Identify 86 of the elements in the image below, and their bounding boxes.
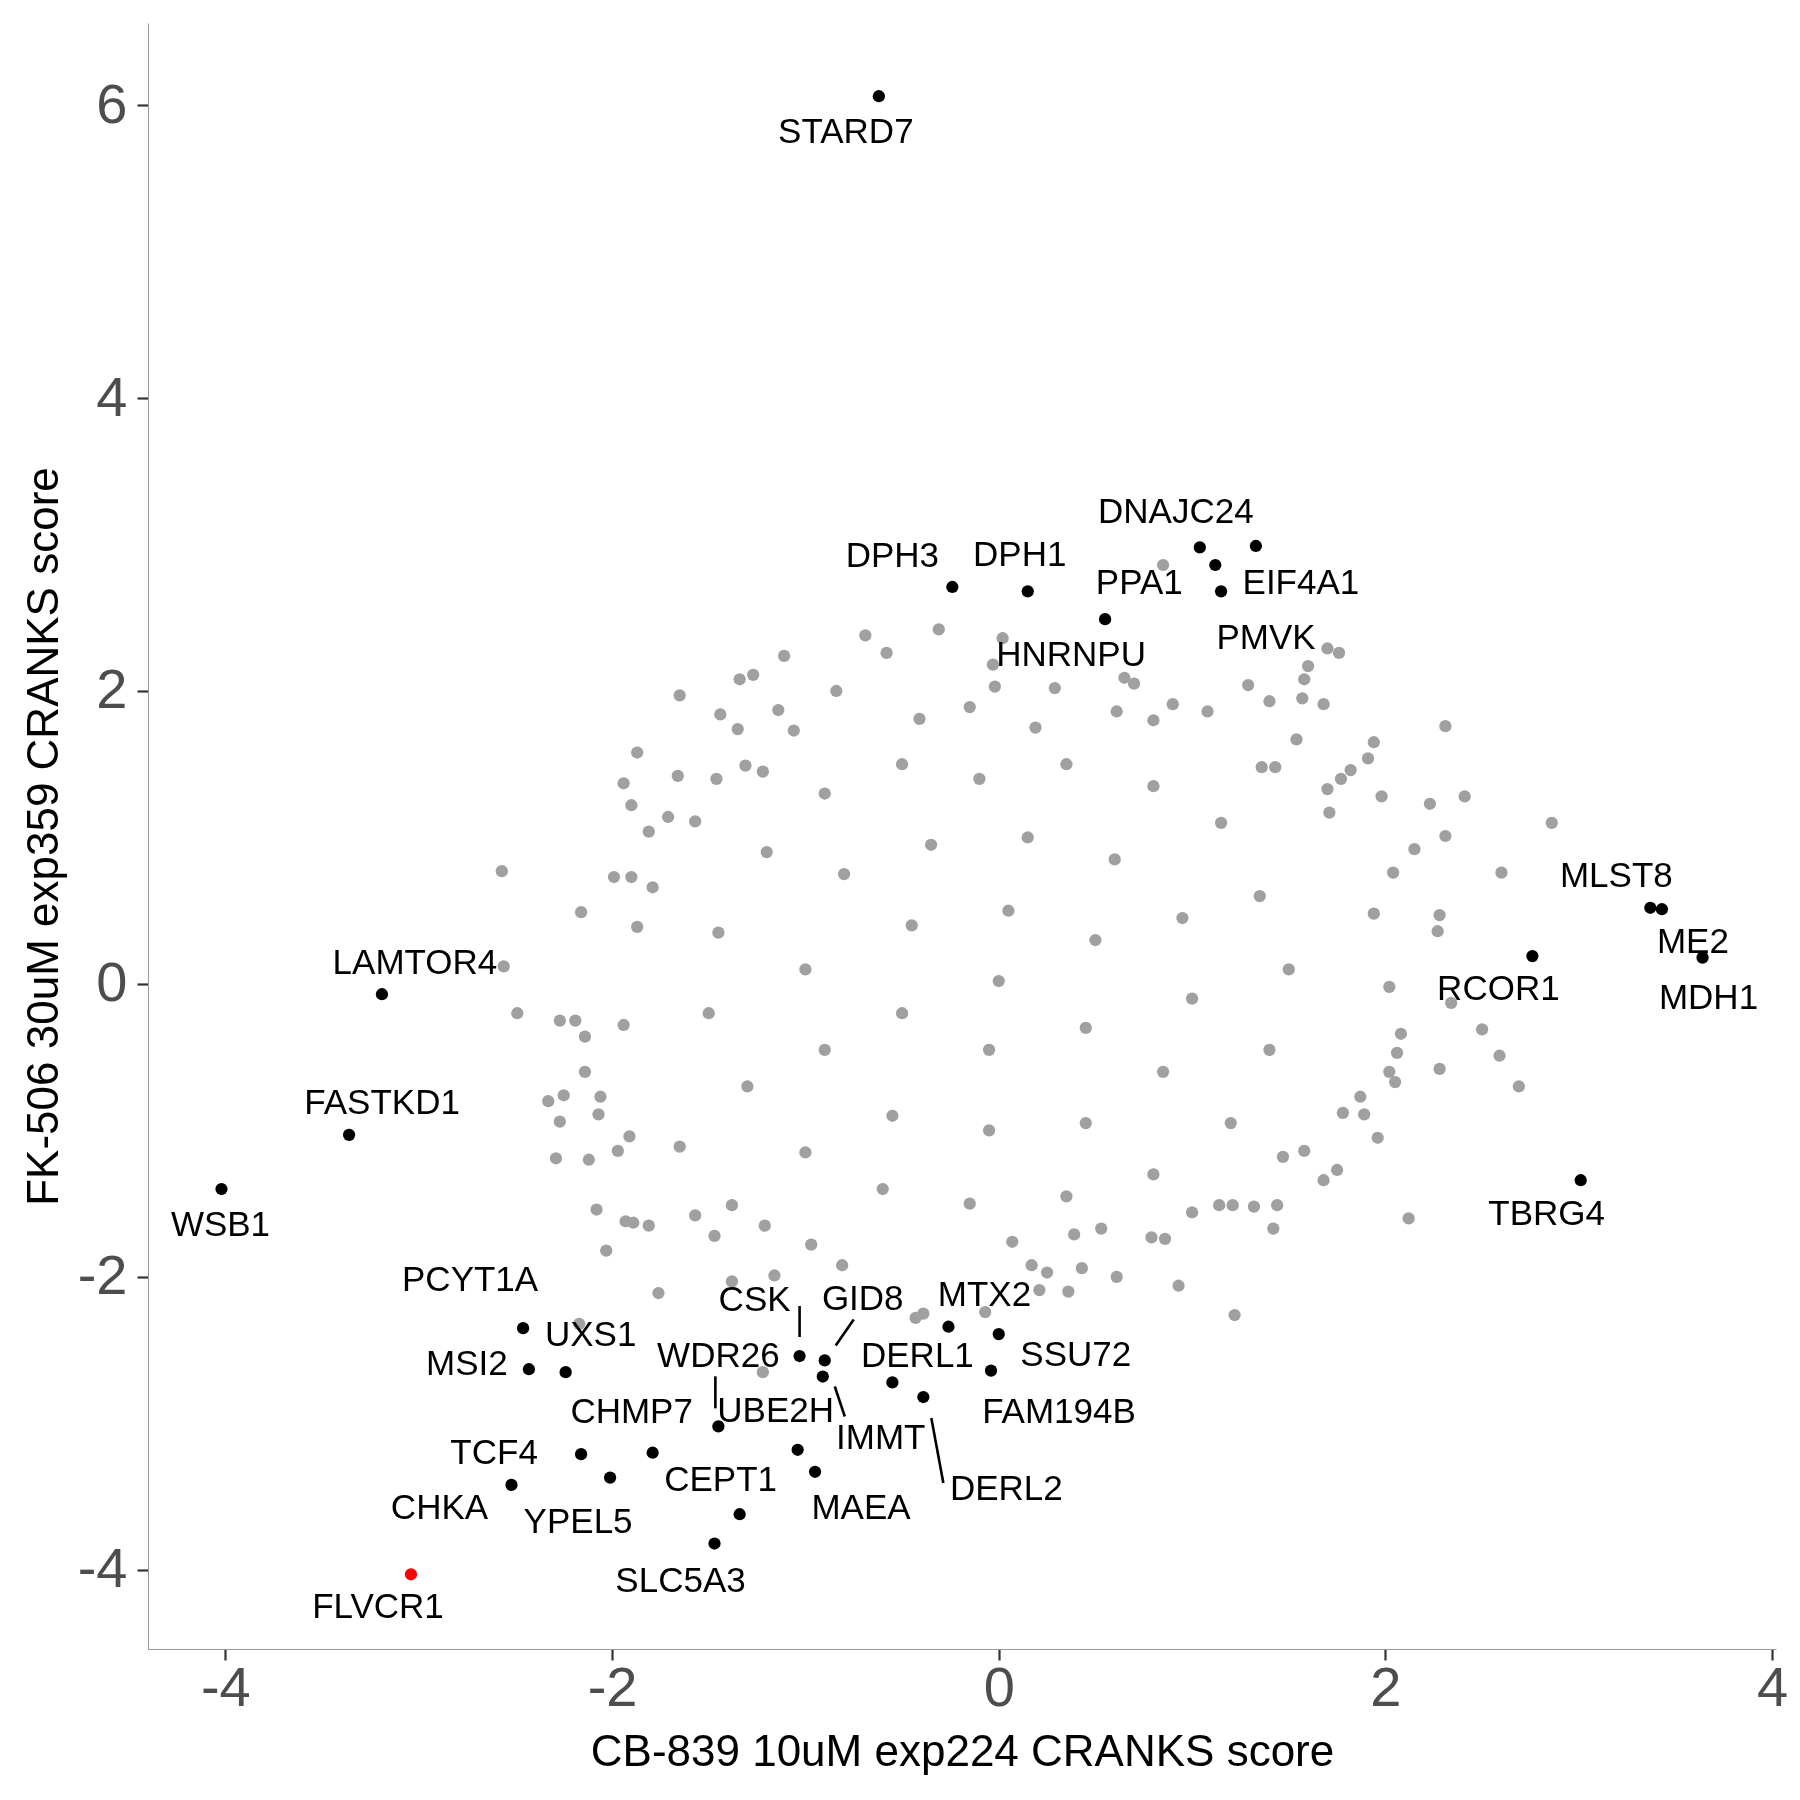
annotation: CHMP7 [570,1390,693,1430]
annotation: IMMT [836,1416,926,1456]
annotation: PMVK [1216,617,1316,657]
y-tick-label: 6 [96,71,128,135]
annotation: CHKA [390,1486,489,1526]
annotation: GID8 [821,1278,904,1318]
annotation: DERL1 [860,1335,974,1375]
y-axis-title: FK-506 30uM exp359 CRANKS score [17,467,67,1206]
annotation: CEPT1 [664,1459,778,1499]
y-tick-label: -2 [77,1243,128,1307]
point [574,1448,588,1461]
annotation: FAM194B [982,1390,1136,1430]
point [1193,541,1206,554]
x-tick-label: -4 [200,1654,251,1718]
point [1526,950,1539,963]
point [1574,1174,1587,1187]
annotation: LAMTOR4 [332,942,498,982]
annotation: MLST8 [1559,854,1673,894]
annotation: PPA1 [1095,562,1183,601]
x-tick-label: 0 [983,1654,1015,1718]
annotation: SLC5A3 [615,1559,746,1599]
point [1098,613,1112,626]
annotation: FLVCR1 [312,1586,444,1626]
point [992,1327,1005,1341]
x-tick-label: 2 [1370,1654,1402,1718]
point [1021,585,1034,598]
y-tick-label: 2 [96,657,128,721]
point [1214,585,1228,598]
point [712,1420,725,1433]
point [559,1366,572,1379]
annotation: STARD7 [778,111,914,151]
point [342,1128,356,1141]
annotation: DNAJC24 [1098,491,1254,531]
point [818,1354,831,1367]
annotation: FASTKD1 [304,1081,460,1121]
annotation: DERL2 [949,1468,1063,1508]
point [646,1446,659,1459]
annotation: MDH1 [1658,976,1759,1016]
point [872,90,885,103]
y-tick-label: -4 [77,1536,128,1600]
annotation: DPH1 [973,534,1067,574]
point [733,1508,746,1521]
point [793,1349,806,1363]
annotation: EIF4A1 [1242,561,1360,601]
point [946,580,959,594]
point [505,1478,518,1492]
annotation: ME2 [1656,921,1729,961]
annotation: MAEA [811,1486,912,1526]
point [375,988,389,1001]
annotation: PCYT1A [402,1259,539,1299]
annotation: HNRNPU [996,634,1146,674]
point [404,1568,418,1581]
x-axis-title: CB-839 10uM exp224 CRANKS score [590,1725,1335,1775]
annotation: UBE2H [717,1389,835,1429]
annotation: TBRG4 [1488,1193,1606,1233]
point [708,1537,721,1550]
point [816,1370,829,1383]
x-tick-label: -2 [587,1654,638,1718]
point [984,1364,998,1377]
annotation: RCOR1 [1437,968,1560,1008]
y-tick-label: 0 [96,950,128,1014]
annotation: CSK [718,1279,791,1319]
y-tick-label: 4 [96,364,128,428]
point [1209,558,1222,572]
point [917,1390,930,1404]
x-tick-label: 4 [1757,1654,1789,1718]
point [215,1182,228,1196]
point [1644,901,1657,914]
annotation: DPH3 [845,534,940,574]
annotation: MTX2 [937,1273,1032,1313]
point [808,1465,822,1478]
point [1249,539,1263,553]
annotation: TCF4 [450,1432,538,1472]
annotation: WSB1 [170,1204,271,1244]
annotation: UXS1 [544,1314,637,1354]
point [886,1376,899,1389]
point [522,1363,536,1376]
point [603,1471,617,1484]
annotation: WDR26 [657,1335,780,1375]
point [516,1322,530,1335]
annotation: MSI2 [426,1343,508,1383]
annotation: YPEL5 [523,1500,633,1540]
point [942,1320,955,1333]
point [791,1443,804,1456]
annotation: SSU72 [1020,1334,1132,1374]
point [1655,903,1669,916]
